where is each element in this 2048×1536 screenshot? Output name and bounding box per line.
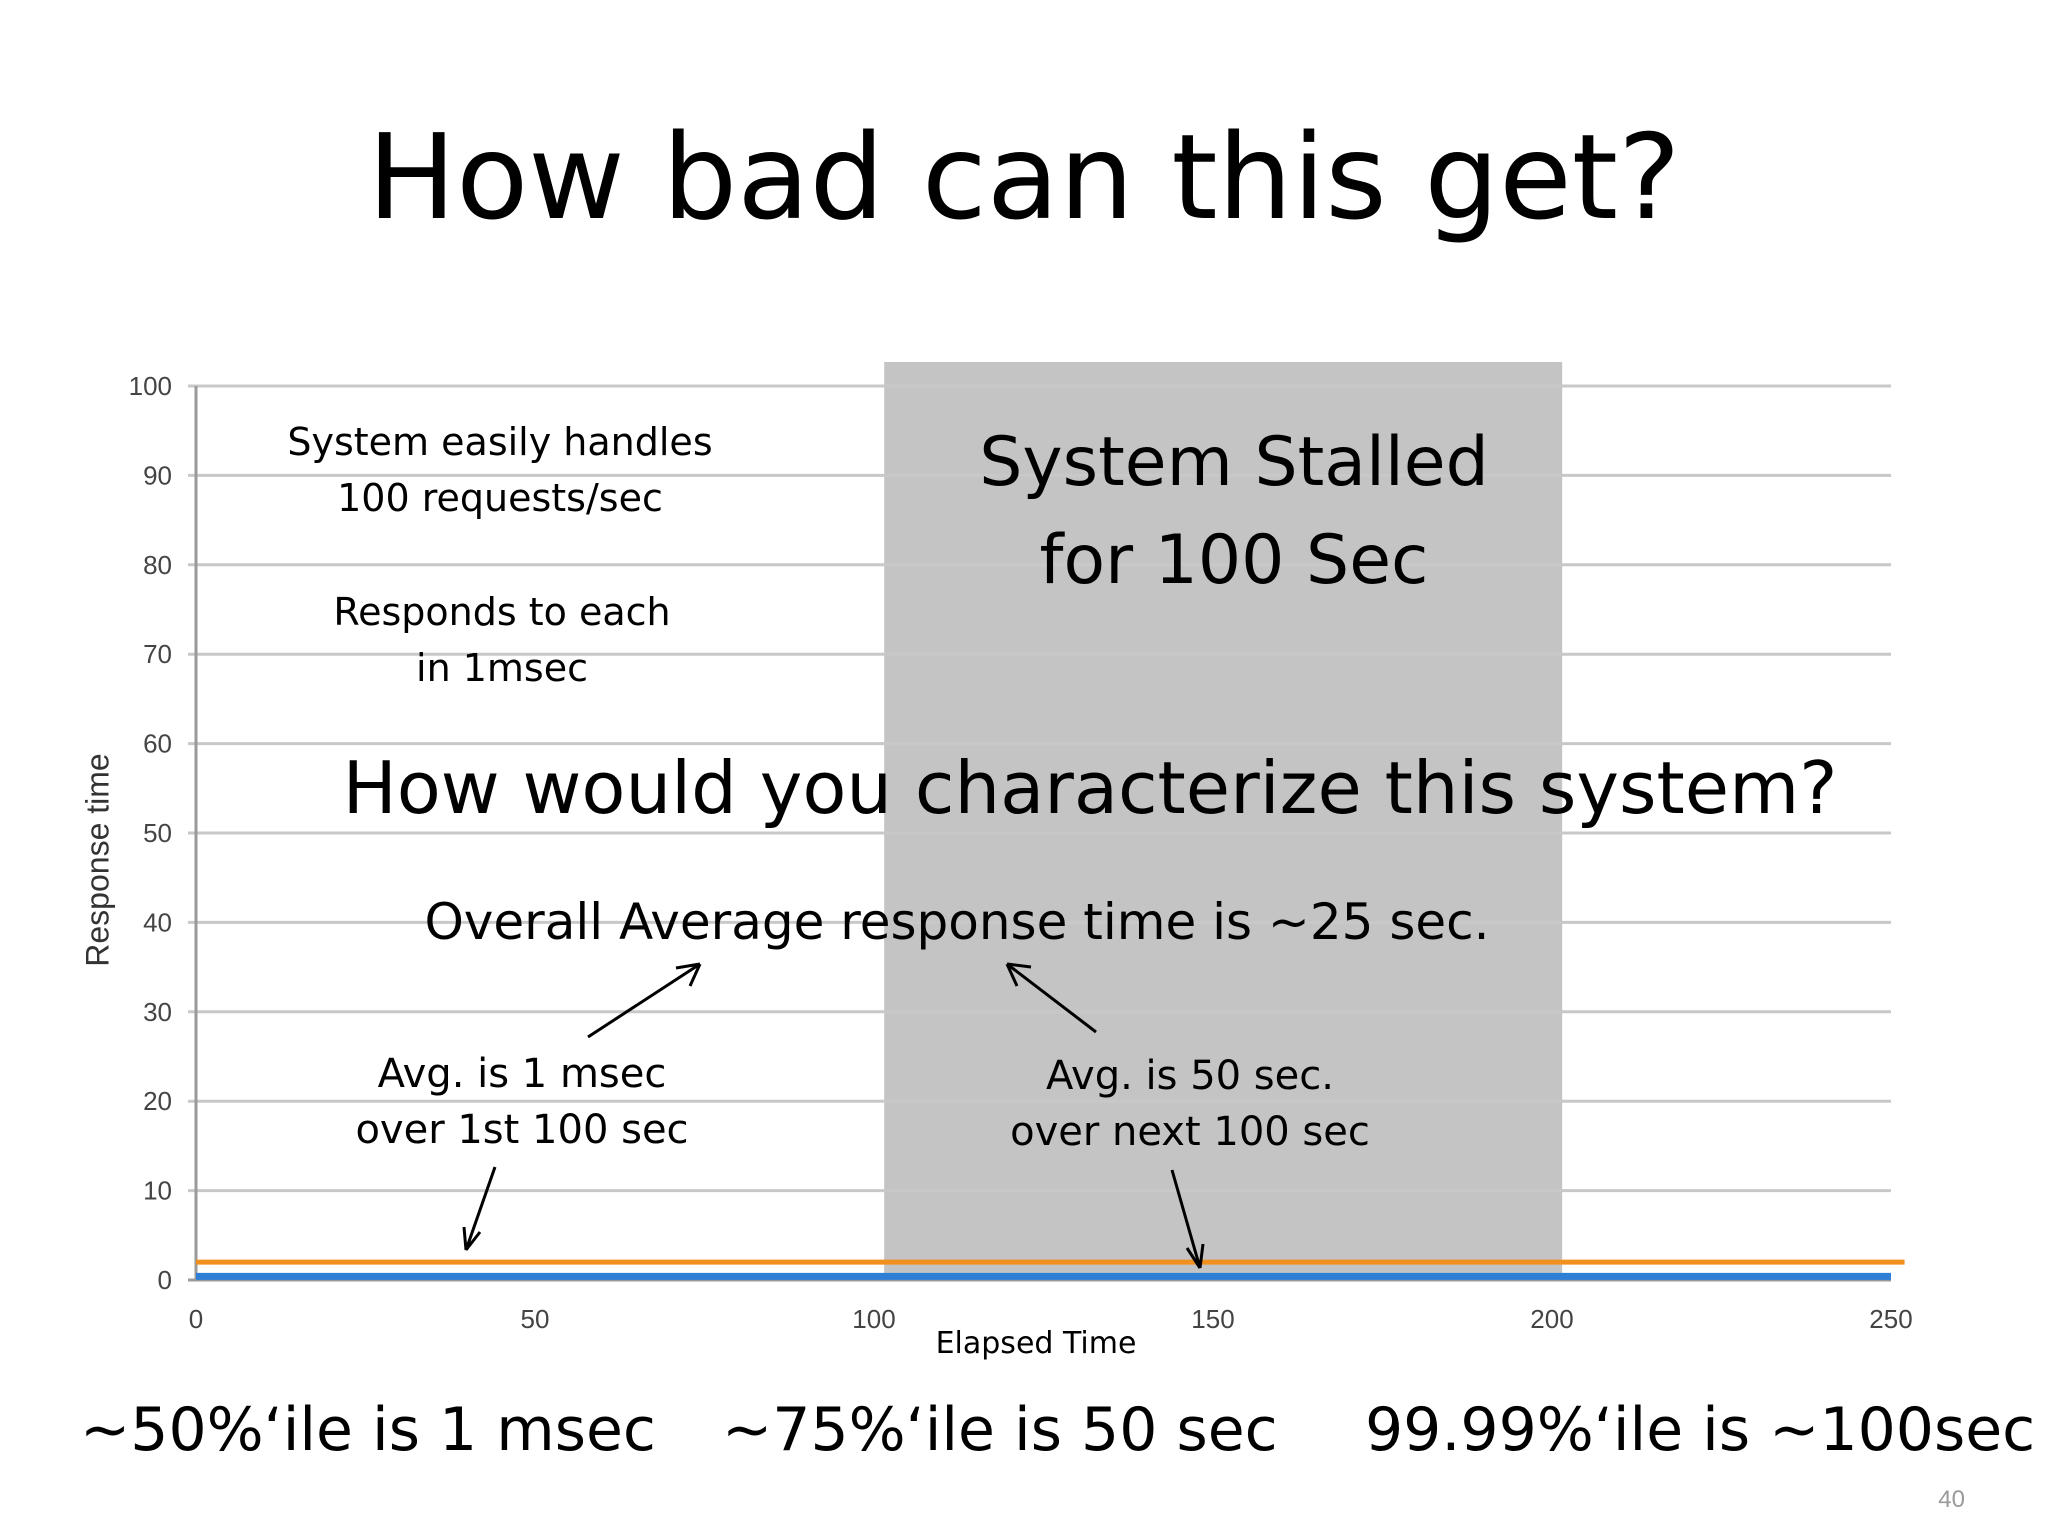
percentile-9999: 99.99%‘ile is ~100sec <box>1365 1395 2036 1465</box>
handles-annotation: System easily handles 100 requests/sec <box>287 414 712 526</box>
stalled-line2: for 100 Sec <box>1039 521 1429 600</box>
y-tick-labels: 0 10 20 30 40 50 60 70 80 90 100 <box>129 371 172 1295</box>
overall-average-annotation: Overall Average response time is ~25 sec… <box>424 893 1490 951</box>
percentile-50: ~50%‘ile is 1 msec <box>80 1395 656 1465</box>
y-tick-label-100: 100 <box>129 371 172 401</box>
y-tick-label-90: 90 <box>143 460 172 490</box>
y-tick-label-70: 70 <box>143 639 172 669</box>
x-tick-label-150: 150 <box>1191 1304 1234 1334</box>
y-tick-label-40: 40 <box>143 907 172 937</box>
x-tick-label-100: 100 <box>852 1304 895 1334</box>
second-avg-annotation: Avg. is 50 sec. over next 100 sec <box>1010 1048 1370 1160</box>
first-avg-line2: over 1st 100 sec <box>355 1107 689 1153</box>
slide-title: How bad can this get? <box>367 108 1681 246</box>
y-tick-label-20: 20 <box>143 1086 172 1116</box>
chart-series <box>196 1259 1905 1280</box>
arrow-to-first-avg <box>462 1166 497 1251</box>
arrow-to-overall-left <box>587 962 702 1039</box>
question-annotation: How would you characterize this system? <box>342 746 1838 830</box>
x-axis-title: Elapsed Time <box>935 1326 1137 1361</box>
y-tick-label-50: 50 <box>143 818 172 848</box>
chart-gridlines <box>188 384 1891 1282</box>
stalled-annotation: System Stalled for 100 Sec <box>979 414 1488 610</box>
y-tick-label-30: 30 <box>143 997 172 1027</box>
second-avg-line1: Avg. is 50 sec. <box>1046 1053 1334 1099</box>
x-tick-label-50: 50 <box>521 1304 550 1334</box>
stalled-line1: System Stalled <box>979 423 1489 502</box>
annotation-arrows <box>462 962 1205 1269</box>
y-tick-label-80: 80 <box>143 550 172 580</box>
x-tick-labels: 0 50 100 150 200 250 <box>189 1304 1913 1334</box>
responds-line2: in 1msec <box>416 646 588 690</box>
second-avg-line2: over next 100 sec <box>1010 1109 1370 1155</box>
first-avg-annotation: Avg. is 1 msec over 1st 100 sec <box>355 1046 688 1158</box>
responds-line1: Responds to each <box>333 590 671 634</box>
first-avg-line1: Avg. is 1 msec <box>377 1051 667 1097</box>
y-tick-label-60: 60 <box>143 729 172 759</box>
y-axis-title: Response time <box>79 753 116 967</box>
arrow-to-overall-right <box>1005 962 1097 1034</box>
responds-annotation: Responds to each in 1msec <box>333 584 670 696</box>
handles-line1: System easily handles <box>287 420 713 464</box>
x-tick-label-200: 200 <box>1530 1304 1573 1334</box>
y-tick-label-10: 10 <box>143 1176 172 1206</box>
slide-number: 40 <box>1938 1486 1965 1513</box>
x-tick-label-250: 250 <box>1869 1304 1912 1334</box>
y-tick-label-0: 0 <box>158 1265 172 1295</box>
handles-line2: 100 requests/sec <box>337 476 663 520</box>
percentile-75: ~75%‘ile is 50 sec <box>722 1395 1278 1465</box>
arrow-to-second-avg <box>1170 1169 1205 1269</box>
x-tick-label-0: 0 <box>189 1304 203 1334</box>
stall-region <box>884 362 1563 1280</box>
